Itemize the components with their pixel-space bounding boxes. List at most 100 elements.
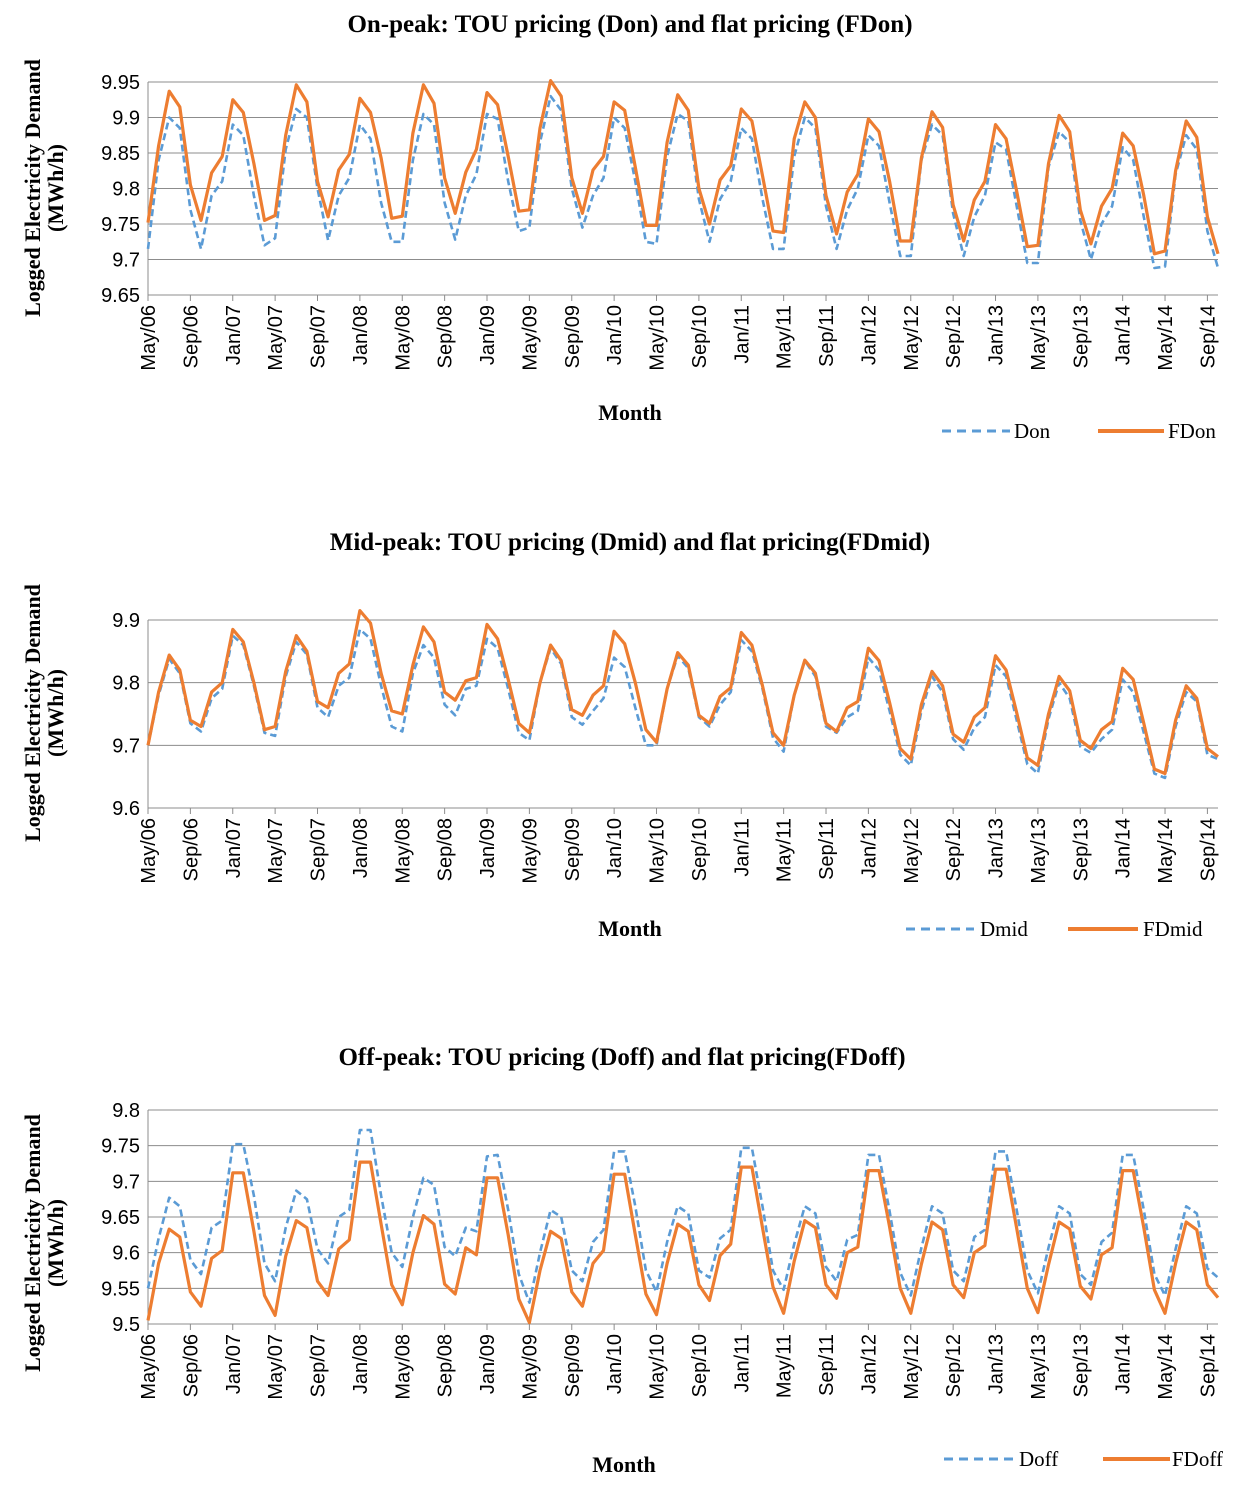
x-tick-label: Sep/11	[816, 818, 838, 880]
x-tick-label: Jan/13	[986, 1334, 1008, 1394]
on-peak-chart: On-peak: TOU pricing (Don) and flat pric…	[20, 11, 1220, 443]
legend-label-tou: Don	[1014, 419, 1051, 443]
x-tick-label: May/08	[392, 1334, 414, 1400]
y-tick-label: 9.7	[112, 1171, 140, 1193]
x-tick-label: May/13	[1028, 1334, 1050, 1400]
x-tick-label: Jan/08	[350, 305, 372, 365]
x-tick-label: Sep/11	[816, 1334, 838, 1396]
x-tick-label: May/09	[519, 1334, 541, 1400]
x-tick-label: May/11	[774, 1334, 796, 1398]
series-lines	[146, 1128, 1220, 1325]
x-tick-label: Jan/10	[604, 305, 626, 365]
legend: Don FDon	[942, 419, 1216, 443]
x-tick-label: Sep/09	[562, 305, 584, 368]
series-line-Don	[146, 94, 1220, 270]
x-tick-label: May/06	[138, 818, 160, 884]
y-tick-label: 9.9	[112, 610, 140, 632]
gridlines	[147, 1109, 1218, 1330]
chart-title: Mid-peak: TOU pricing (Dmid) and flat pr…	[330, 529, 931, 556]
x-tick-label: May/06	[138, 305, 160, 371]
x-tick-label: Jan/08	[350, 1334, 372, 1394]
x-tick-label: May/10	[647, 818, 669, 884]
chart-title: On-peak: TOU pricing (Don) and flat pric…	[347, 11, 912, 38]
x-tick-label: May/08	[392, 305, 414, 371]
x-tick-label: Jan/07	[223, 1334, 245, 1394]
legend-label-flat: FDmid	[1143, 917, 1203, 941]
x-tick-label: May/11	[774, 305, 796, 369]
y-axis-label-line1: Logged Electricity Demand	[20, 59, 45, 317]
x-tick-label: May/09	[519, 818, 541, 884]
y-tick-label: 9.75	[101, 1136, 140, 1158]
y-tick-label: 9.8	[112, 1100, 140, 1122]
x-tick-label: Jan/14	[1113, 305, 1135, 365]
x-tick-label: Jan/11	[731, 1334, 753, 1393]
y-axis-label-line2: (MWh/h)	[43, 1199, 68, 1287]
x-tick-label: Sep/06	[180, 305, 202, 368]
series-line-FDoff	[146, 1160, 1220, 1325]
x-tick-label: May/13	[1028, 305, 1050, 371]
y-axis-label-line2: (MWh/h)	[43, 144, 68, 232]
mid-peak-chart: Mid-peak: TOU pricing (Dmid) and flat pr…	[20, 529, 1219, 941]
x-tick-label: May/14	[1155, 818, 1177, 884]
series-lines	[146, 78, 1220, 270]
x-tick-label: Jan/11	[731, 818, 753, 877]
y-tick-labels: 9.6 9.7 9.8 9.9	[112, 610, 140, 820]
x-tick-label: Jan/14	[1113, 818, 1135, 878]
off-peak-chart: Off-peak: TOU pricing (Doff) and flat pr…	[20, 1044, 1223, 1477]
x-tick-label: Sep/07	[308, 1334, 330, 1397]
x-tick-label: May/10	[647, 305, 669, 371]
legend: Dmid FDmid	[906, 917, 1203, 941]
x-tick-label: Sep/08	[435, 818, 457, 881]
x-tick-label: May/12	[901, 305, 923, 371]
x-tick-label: Sep/10	[689, 1334, 711, 1397]
x-tick-labels: May/06 Sep/06 Jan/07 May/07 Sep/07 Jan/08 May/…	[138, 1334, 1219, 1400]
x-tick-label: May/09	[519, 305, 541, 371]
x-tick-label: Sep/13	[1070, 1334, 1092, 1397]
x-tick-label: May/14	[1155, 305, 1177, 371]
x-tick-label: May/10	[647, 1334, 669, 1400]
y-tick-label: 9.8	[112, 673, 140, 695]
x-tick-label: May/13	[1028, 818, 1050, 884]
x-tick-label: Sep/06	[180, 1334, 202, 1397]
y-tick-label: 9.65	[101, 285, 140, 307]
x-tick-label: May/07	[265, 818, 287, 884]
y-tick-label: 9.85	[101, 143, 140, 165]
x-tick-label: Jan/13	[986, 305, 1008, 365]
y-axis-label-line1: Logged Electricity Demand	[20, 584, 45, 842]
x-tick-label: Sep/09	[562, 818, 584, 881]
x-tick-label: Sep/08	[435, 305, 457, 368]
x-tick-label: Sep/09	[562, 1334, 584, 1397]
y-tick-label: 9.7	[112, 250, 140, 272]
x-tick-label: Jan/14	[1113, 1334, 1135, 1394]
x-tick-label: May/12	[901, 818, 923, 884]
y-tick-label: 9.55	[101, 1278, 140, 1300]
y-tick-label: 9.75	[101, 214, 140, 236]
x-axis-label: Month	[592, 1452, 656, 1477]
y-tick-label: 9.65	[101, 1207, 140, 1229]
series-line-Dmid	[146, 628, 1219, 780]
x-tick-label: May/07	[265, 305, 287, 371]
series-lines	[146, 608, 1219, 780]
y-tick-label: 9.95	[101, 72, 140, 94]
y-tick-label: 9.6	[112, 1243, 140, 1265]
x-tick-label: May/12	[901, 1334, 923, 1400]
x-tick-label: Sep/07	[308, 818, 330, 881]
x-tick-label: Jan/09	[477, 818, 499, 878]
legend-label-tou: Dmid	[980, 917, 1028, 941]
y-tick-label: 9.5	[112, 1314, 140, 1336]
x-tick-label: Jan/09	[477, 1334, 499, 1394]
x-tick-label: Jan/10	[604, 818, 626, 878]
y-tick-labels: 9.65 9.7 9.75 9.8 9.85 9.9 9.95	[101, 72, 140, 307]
x-tick-label: Sep/11	[816, 305, 838, 367]
x-tick-label: Jan/12	[858, 1334, 880, 1394]
x-tick-label: Jan/07	[223, 818, 245, 878]
series-line-Doff	[146, 1128, 1219, 1304]
x-tick-label: Sep/14	[1197, 1334, 1219, 1397]
x-tick-label: May/14	[1155, 1334, 1177, 1400]
x-axis-label: Month	[598, 400, 662, 425]
x-tick-label: Sep/12	[943, 305, 965, 368]
y-tick-label: 9.6	[112, 798, 140, 820]
x-tick-label: Sep/10	[689, 818, 711, 881]
x-tick-label: Sep/14	[1197, 305, 1219, 368]
